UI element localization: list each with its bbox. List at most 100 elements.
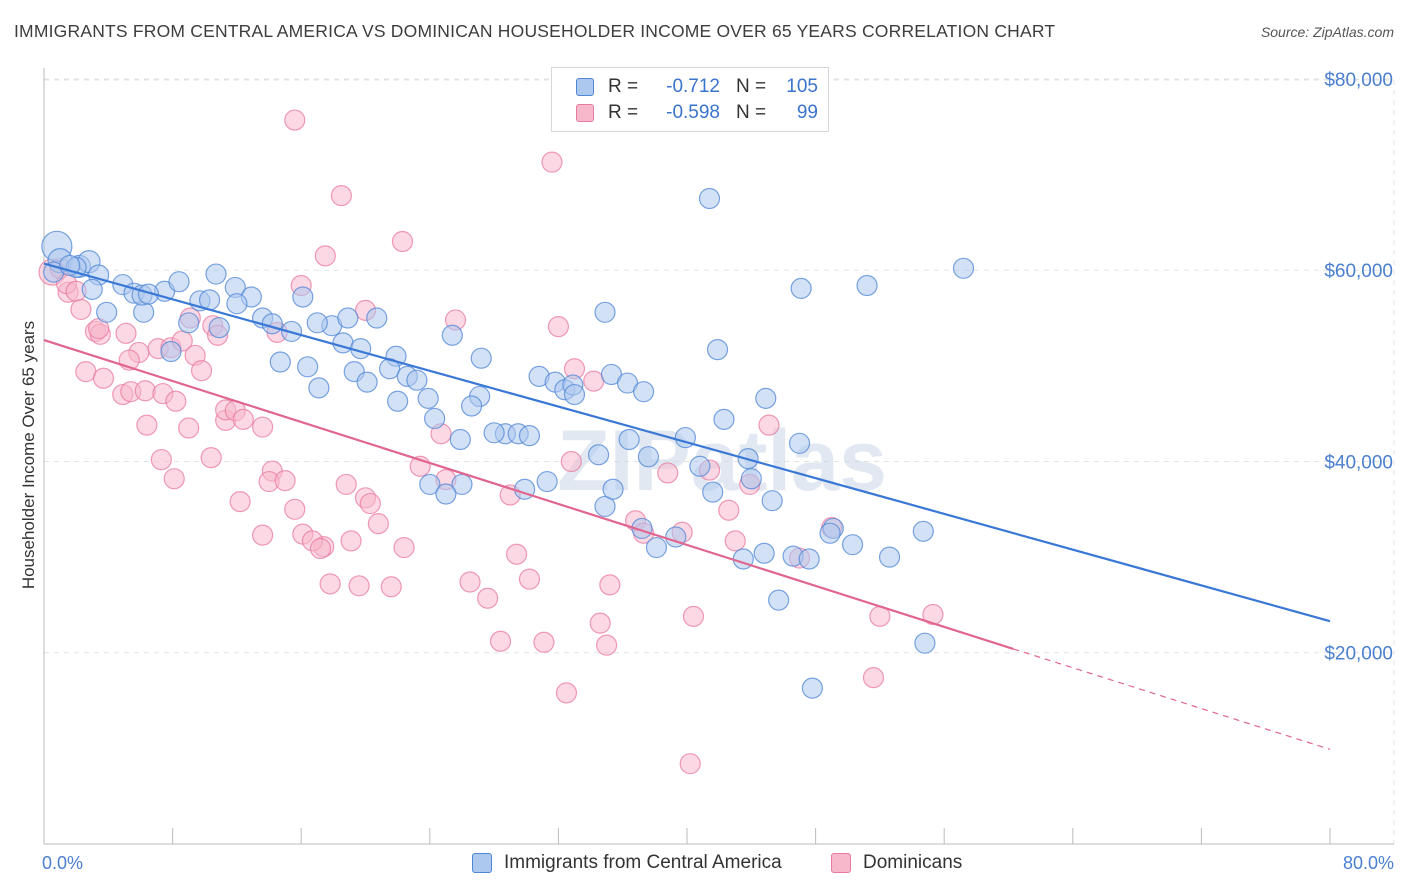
source-label: Source: ZipAtlas.com — [1260, 24, 1394, 40]
data-point — [261, 313, 283, 335]
data-point — [391, 230, 414, 253]
legend-item-dominicans[interactable]: Dominicans — [831, 852, 962, 874]
legend-r-label: R = — [608, 102, 639, 123]
chart-title: IMMIGRANTS FROM CENTRAL AMERICA VS DOMIN… — [14, 21, 1056, 41]
x-tick-label-max: 80.0% — [1343, 853, 1394, 873]
data-point — [319, 573, 341, 595]
legend-label-dominicans: Dominicans — [863, 852, 963, 873]
y-tick-label: $20,000 — [1324, 644, 1393, 665]
data-point — [359, 492, 381, 515]
data-point — [168, 271, 190, 293]
legend-n-label: N = — [736, 102, 767, 123]
data-point — [190, 360, 213, 382]
data-point — [470, 347, 492, 369]
data-point — [702, 481, 724, 503]
data-point — [862, 667, 885, 689]
data-point — [952, 257, 975, 279]
data-point — [163, 468, 185, 490]
data-point — [59, 254, 81, 277]
y-tick-labels: $20,000 $40,000 $60,000 $80,000 — [1324, 70, 1393, 665]
data-point — [417, 387, 439, 409]
data-point — [506, 543, 528, 565]
data-point — [459, 571, 481, 593]
data-point — [449, 428, 471, 451]
data-point — [367, 513, 389, 535]
data-point — [689, 455, 711, 477]
series-legend: Immigrants from Central America Dominica… — [0, 852, 1406, 876]
data-point — [618, 428, 640, 451]
data-point — [489, 630, 512, 652]
data-point — [205, 263, 227, 285]
data-point — [724, 530, 746, 552]
legend-r-value: -0.598 — [666, 102, 720, 123]
data-point — [137, 283, 160, 305]
data-point — [753, 542, 775, 564]
data-point — [536, 470, 558, 493]
data-point — [297, 356, 319, 378]
data-point — [393, 536, 415, 559]
data-point — [602, 478, 624, 500]
data-point — [115, 322, 137, 344]
legend-row-dominicans: R = -0.598 N = 99 — [576, 101, 818, 125]
data-point — [252, 524, 274, 546]
data-point — [460, 395, 483, 417]
data-point — [419, 473, 441, 496]
legend-swatch-blue — [472, 853, 492, 873]
data-point — [541, 151, 563, 173]
legend-item-central-america[interactable]: Immigrants from Central America — [472, 852, 782, 874]
data-point — [335, 473, 357, 496]
y-tick-label: $60,000 — [1324, 261, 1393, 282]
data-point — [547, 316, 570, 338]
data-point — [587, 444, 610, 466]
data-point — [92, 367, 115, 389]
data-point — [698, 187, 721, 210]
data-point — [755, 387, 777, 409]
data-point — [451, 473, 473, 496]
data-point — [96, 301, 118, 323]
legend-label-central-america: Immigrants from Central America — [504, 852, 782, 873]
data-point — [768, 589, 790, 611]
data-point — [632, 381, 655, 403]
data-point — [309, 537, 332, 560]
data-point — [348, 575, 370, 597]
data-point — [208, 316, 230, 339]
data-point — [314, 245, 336, 267]
data-point — [477, 587, 499, 609]
data-point — [366, 307, 388, 329]
data-point — [160, 340, 182, 363]
legend-r-label: R = — [608, 76, 639, 97]
data-point — [483, 422, 505, 444]
data-point — [178, 417, 200, 439]
data-point — [788, 432, 811, 454]
legend-n-label: N = — [736, 76, 767, 97]
legend-r-value: -0.712 — [666, 76, 720, 97]
data-point — [922, 603, 944, 626]
data-point — [75, 360, 97, 383]
trend-lines — [43, 262, 1331, 750]
legend-row-central-america: R = -0.712 N = 105 — [576, 75, 818, 99]
data-point — [740, 468, 762, 490]
data-point — [718, 499, 740, 521]
legend-n-value: 99 — [796, 102, 818, 123]
x-tick-label-min: 0.0% — [42, 853, 83, 873]
data-point — [533, 631, 555, 653]
data-point — [801, 677, 823, 699]
data-point — [308, 377, 330, 399]
data-point — [790, 277, 812, 299]
data-point — [232, 408, 254, 431]
trend-line-central-america — [43, 262, 1331, 623]
data-point — [682, 605, 705, 628]
data-point — [599, 574, 621, 596]
data-point — [560, 450, 582, 473]
data-point — [856, 274, 878, 297]
data-point — [637, 446, 660, 468]
data-point — [165, 390, 187, 412]
data-point — [878, 546, 901, 568]
data-point — [594, 301, 616, 323]
data-point — [292, 286, 314, 308]
data-point — [914, 632, 936, 654]
data-point — [912, 520, 934, 542]
data-point — [306, 312, 328, 334]
data-point — [563, 383, 586, 406]
data-point — [150, 448, 172, 471]
